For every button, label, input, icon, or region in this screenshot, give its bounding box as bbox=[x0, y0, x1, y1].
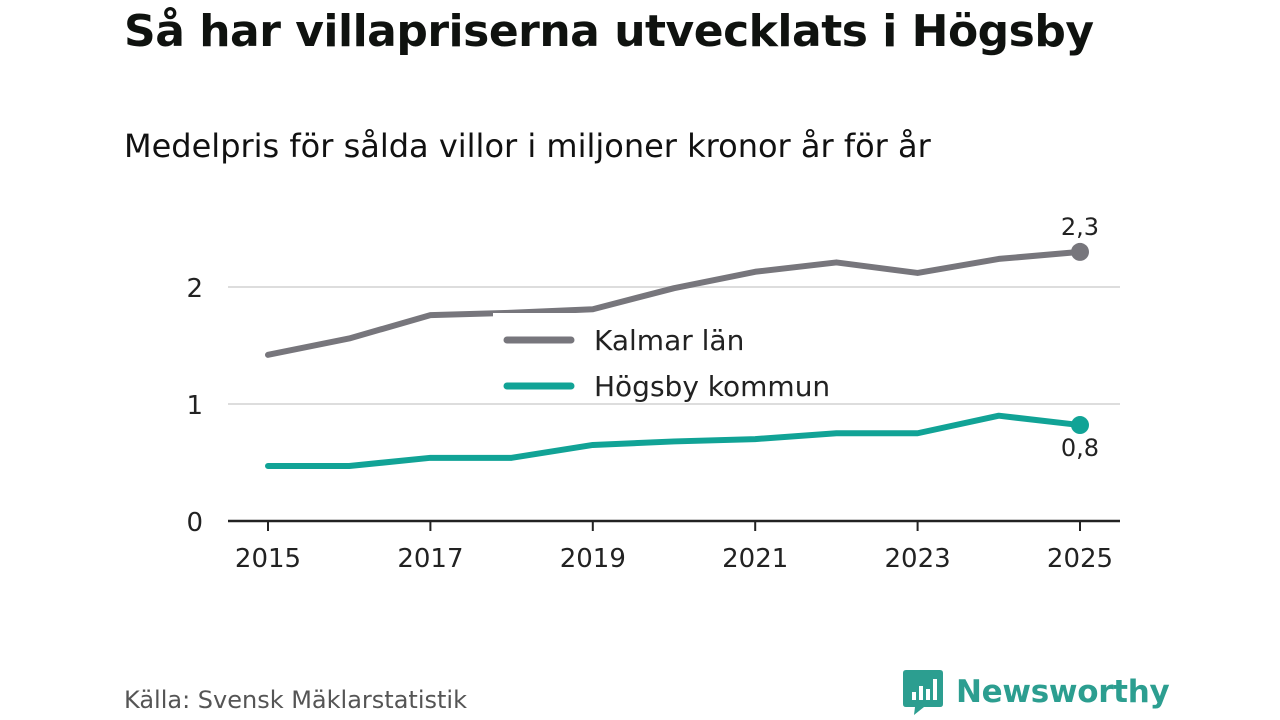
x-tick-label: 2017 bbox=[397, 544, 463, 574]
y-tick-label: 2 bbox=[186, 274, 203, 304]
brand-logo: Newsworthy bbox=[902, 668, 1170, 716]
legend-label: Högsby kommun bbox=[594, 370, 830, 403]
chart-title: Så har villapriserna utvecklats i Högsby bbox=[124, 6, 1094, 57]
y-tick-label: 1 bbox=[186, 391, 203, 421]
newsworthy-logo-icon bbox=[903, 670, 943, 715]
data-label: 2,3 bbox=[1061, 213, 1099, 241]
chart-subtitle: Medelpris för sålda villor i miljoner kr… bbox=[124, 127, 931, 165]
x-tick-label: 2023 bbox=[885, 544, 951, 574]
series-end-marker bbox=[1071, 242, 1089, 261]
brand-name: Newsworthy bbox=[956, 674, 1170, 710]
x-tick-label: 2021 bbox=[722, 544, 788, 574]
series-line-kalmar-lan bbox=[265, 248, 1083, 358]
source-note: Källa: Svensk Mäklarstatistik bbox=[124, 686, 467, 714]
data-label: 0,8 bbox=[1061, 434, 1099, 462]
legend-label: Kalmar län bbox=[594, 324, 744, 357]
x-tick-label: 2019 bbox=[560, 544, 626, 574]
y-tick-label: 0 bbox=[186, 508, 203, 538]
x-tick-label: 2015 bbox=[235, 544, 301, 574]
series-line-hogsby-kommun bbox=[265, 412, 1083, 470]
series-end-marker bbox=[1071, 416, 1089, 435]
x-tick-label: 2025 bbox=[1047, 544, 1113, 574]
